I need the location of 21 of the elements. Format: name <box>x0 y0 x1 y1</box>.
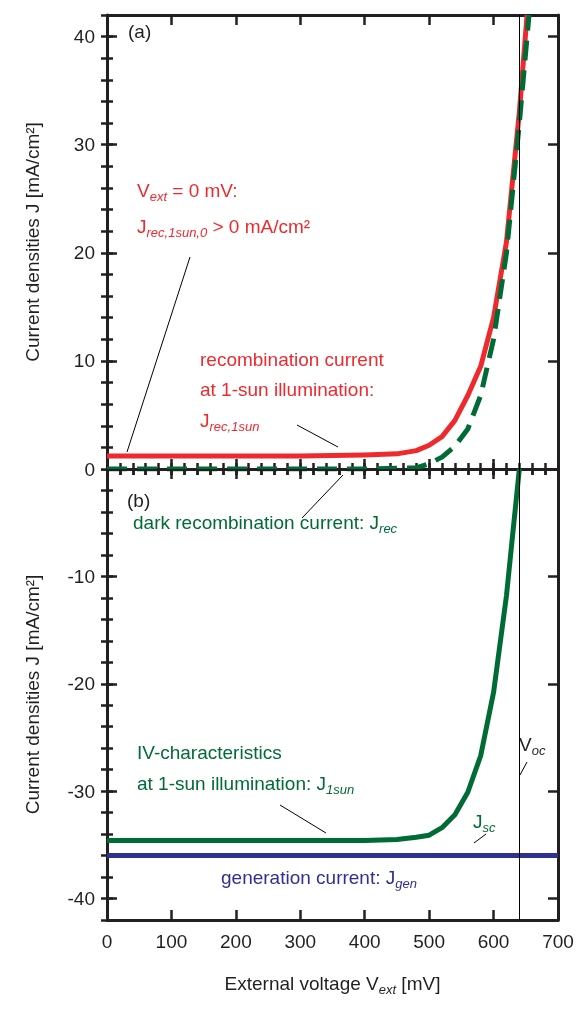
x-tick-label: 400 <box>348 931 381 952</box>
y-tick-label: -40 <box>67 888 95 910</box>
y-tick-label: -30 <box>67 780 95 802</box>
x-tick-label: 500 <box>413 931 445 952</box>
y-tick-label: -10 <box>67 565 95 587</box>
y-tick-label: 10 <box>73 350 95 372</box>
x-tick-label: 100 <box>155 931 188 952</box>
y-tick-label: 20 <box>73 242 95 264</box>
x-tick-label: 0 <box>101 931 113 952</box>
x-tick-label: 700 <box>542 931 574 952</box>
x-tick-label: 200 <box>220 931 252 952</box>
y-axis-title: Current densities J [mA/cm²] <box>21 574 43 815</box>
y-tick-label: 30 <box>73 134 95 156</box>
x-tick-label: 300 <box>284 931 317 952</box>
y-axis-title: Current densities J [mA/cm²] <box>21 122 43 362</box>
y-tick-label: 40 <box>73 26 95 48</box>
y-tick-label: 0 <box>84 458 95 480</box>
chart-title: (a) <box>128 21 152 42</box>
y-tick-label: -20 <box>67 673 95 695</box>
text: (b) <box>127 490 151 511</box>
x-tick-label: 600 <box>477 931 510 952</box>
